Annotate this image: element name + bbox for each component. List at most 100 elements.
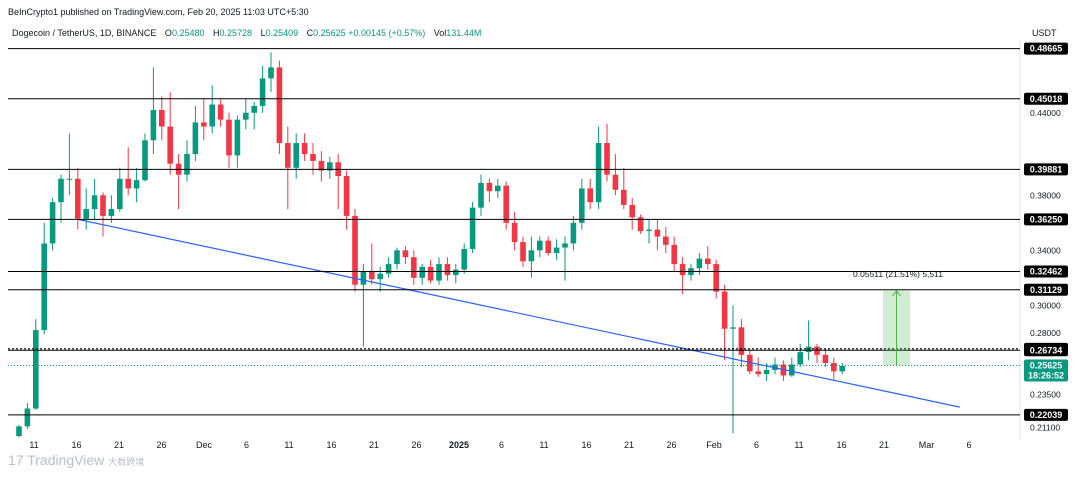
candle-body: [285, 143, 291, 168]
candle-body: [579, 188, 585, 223]
candle-body: [679, 264, 686, 276]
x-tick-label: 2025: [449, 440, 469, 450]
x-tick-label: 21: [369, 440, 379, 450]
measure-label: 0.05511 (21.51%) 5,511: [853, 269, 943, 279]
candle-body: [377, 273, 383, 280]
x-tick-label: 11: [539, 440, 548, 450]
candle-body: [419, 266, 425, 278]
x-tick-label: Feb: [706, 440, 722, 450]
candle-body: [562, 243, 568, 248]
candle-body: [831, 363, 837, 372]
volume-value: 131.44M: [446, 28, 482, 38]
candle-body: [108, 209, 115, 216]
x-axis: 11 16 21 26 Dec 6 11 16 21 26 2025 6 11 16 21 26 Feb 6 11 1…: [29, 440, 971, 450]
candle-body: [251, 105, 257, 113]
candle-body: [150, 110, 157, 141]
level-price-label: 0.36250: [1030, 214, 1063, 224]
y-axis: 0.44000 0.38000 0.34000 0.30000 0.28000 0.235…: [1030, 108, 1061, 433]
x-tick-label: 16: [581, 440, 591, 450]
candle-body: [41, 243, 47, 331]
volume-label: Vol: [433, 28, 447, 38]
candle-body: [730, 327, 736, 329]
x-tick-label: 26: [156, 440, 166, 450]
x-tick-label: Dec: [196, 440, 213, 450]
close-value: 0.25625: [313, 28, 346, 38]
candle-body: [545, 240, 551, 254]
candle-body: [646, 229, 652, 232]
candle-body: [16, 426, 22, 436]
x-tick-label: 21: [624, 440, 634, 450]
y-tick-label: 0.21100: [1030, 423, 1060, 433]
candle-body: [738, 327, 745, 355]
candle-body: [394, 250, 400, 265]
currency-label[interactable]: USDT: [1032, 28, 1057, 38]
x-tick-label: 21: [879, 440, 889, 450]
level-price-badge: [1024, 92, 1068, 105]
candle-body: [763, 369, 770, 375]
close-label: C: [306, 28, 314, 38]
candle-body: [33, 330, 39, 409]
candle-body: [125, 178, 131, 189]
x-tick-label: 11: [284, 440, 293, 450]
level-price-badge: [1024, 344, 1068, 357]
current-price-label: 0.25625: [1030, 361, 1063, 371]
candle-body: [663, 236, 669, 245]
level-price-label: 0.45018: [1030, 94, 1063, 104]
candle-body: [243, 112, 249, 120]
candle-body: [427, 266, 434, 281]
candle-body: [503, 185, 509, 223]
high-label: H: [213, 28, 220, 38]
candle-body: [209, 104, 215, 127]
candle-body: [755, 371, 761, 375]
x-tick-label: 6: [244, 440, 249, 450]
open-value: 0.25480: [171, 28, 205, 38]
candle-body: [83, 209, 89, 219]
current-price-badge: [1024, 359, 1068, 382]
low-label: L: [260, 28, 266, 38]
candle-body: [301, 143, 308, 155]
candle-body: [117, 178, 123, 210]
x-tick-label: 11: [794, 440, 803, 450]
symbol-name[interactable]: Dogecoin / TetherUS, 1D, BINANCE: [12, 28, 157, 38]
candle-body: [142, 140, 148, 181]
candle-body: [100, 195, 106, 216]
symbol-legend: Dogecoin / TetherUS, 1D, BINANCE O0.2548…: [12, 28, 481, 38]
candle-body: [268, 67, 274, 79]
tradingview-logo: 17 TradingView: [8, 452, 105, 468]
y-tick-label: 0.30000: [1030, 300, 1061, 310]
candle-body: [201, 122, 207, 127]
candle-body: [58, 178, 64, 203]
candle-body: [696, 258, 703, 269]
x-tick-label: 16: [326, 440, 336, 450]
candle-body: [537, 240, 543, 251]
candle-body: [528, 250, 535, 262]
candle-body: [276, 67, 283, 144]
candle-body: [167, 126, 173, 164]
high-value: 0.25728: [219, 28, 253, 38]
candle-body: [159, 110, 165, 127]
candle-body: [553, 247, 560, 254]
candle-body: [629, 204, 635, 218]
x-tick-label: 6: [754, 440, 759, 450]
levels-group: [8, 48, 1020, 416]
trendline-group: [77, 218, 960, 408]
candle-body: [520, 242, 526, 262]
open-label: O: [164, 28, 172, 38]
candle-body: [343, 176, 350, 216]
candle-body: [226, 119, 232, 156]
candle-body: [360, 270, 367, 285]
candle-body: [453, 269, 459, 276]
candle-body: [369, 270, 375, 280]
candle-body: [318, 160, 325, 171]
candle-body: [352, 215, 358, 285]
candle-body: [587, 188, 593, 203]
level-price-label: 0.31129: [1030, 285, 1062, 295]
candle-body: [66, 178, 73, 180]
level-price-badge: [1024, 163, 1068, 176]
candle-body: [839, 365, 845, 372]
candle-body: [604, 143, 610, 175]
level-price-badge: [1024, 265, 1068, 278]
level-price-badge: [1024, 408, 1068, 421]
y-tick-label: 0.38000: [1030, 190, 1061, 200]
